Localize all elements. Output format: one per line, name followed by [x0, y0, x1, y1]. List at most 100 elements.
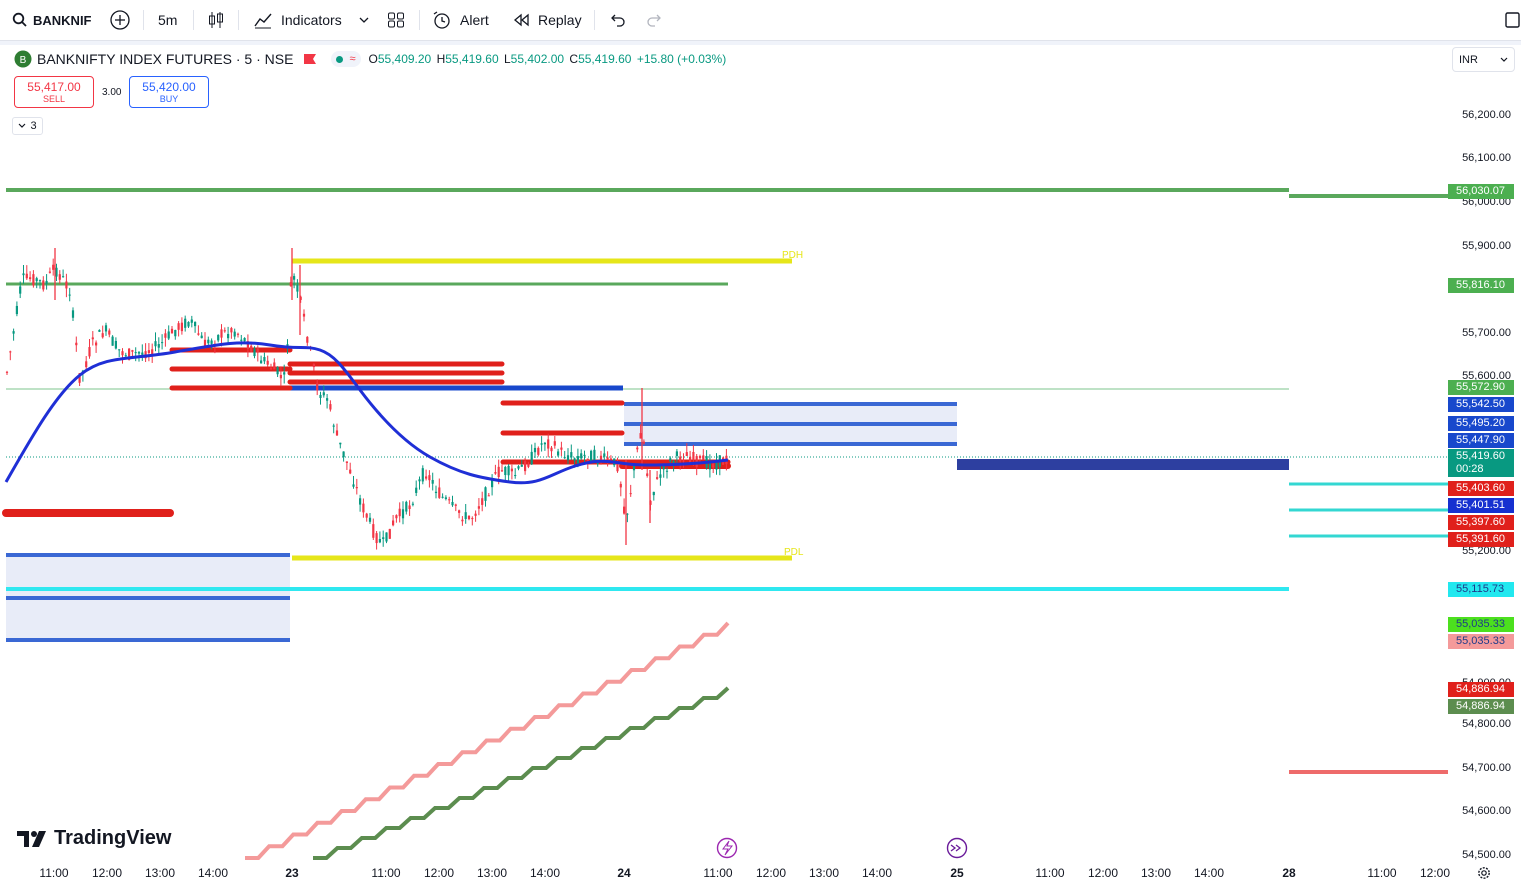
candle-body [200, 335, 203, 339]
candle-body [461, 519, 464, 522]
candle-body [342, 451, 345, 458]
candle-body [507, 465, 510, 476]
candle-body [576, 456, 579, 464]
candle-body [302, 313, 306, 317]
candle-body [362, 503, 365, 513]
brand-name: TradingView [54, 827, 172, 849]
candle-body [128, 348, 131, 360]
candle-body [530, 451, 533, 465]
interval-label: 5m [158, 12, 178, 28]
candle-body [32, 274, 35, 286]
price-tick-label: 55,900.00 [1462, 240, 1511, 252]
candle-body [58, 274, 61, 280]
alert-button[interactable]: Alert [432, 0, 489, 40]
candle-body [190, 319, 193, 323]
candle-body [194, 321, 197, 327]
candle-body [586, 458, 589, 462]
candle-body [250, 345, 253, 352]
candle-body [583, 454, 586, 456]
candle-body [177, 323, 180, 330]
flag-icon[interactable] [303, 52, 317, 66]
candle-body [533, 447, 537, 453]
candle-body [685, 452, 688, 456]
chart-settings-button[interactable] [1477, 866, 1491, 885]
candle-body [42, 280, 45, 290]
indicators-collapse-button[interactable]: 3 [12, 117, 43, 135]
delay-icon: ≈ [349, 53, 356, 65]
time-tick-label: 11:00 [1367, 866, 1397, 880]
candle-body [167, 331, 170, 339]
fullscreen-button[interactable] [1505, 0, 1521, 40]
buy-button[interactable]: 55,420.00 BUY [129, 76, 209, 108]
price-tick-label: 56,100.00 [1462, 152, 1511, 164]
candle-body [527, 463, 530, 467]
candle-body [299, 296, 302, 300]
alert-label: Alert [460, 12, 489, 28]
candle-body [220, 329, 223, 338]
time-tick-label: 13:00 [476, 866, 508, 880]
candle-body [692, 451, 695, 461]
candle-body [662, 464, 665, 470]
candle-body [474, 513, 477, 516]
pdh-label: PDH [782, 250, 803, 261]
candle-body [210, 340, 213, 344]
interval-button[interactable]: 5m [158, 0, 177, 40]
compare-symbol-button[interactable] [109, 0, 131, 40]
candle-body [25, 273, 28, 279]
time-tick-label: 14:00 [529, 866, 561, 880]
flash-event-icon[interactable] [716, 837, 738, 859]
candle-body [619, 483, 622, 488]
candle-body [540, 443, 543, 445]
candle-body [62, 276, 65, 278]
chart-type-button[interactable] [207, 0, 225, 40]
candle-body [712, 463, 715, 468]
symbol-title[interactable]: BANKNIFTY INDEX FUTURES · 5 · NSE [37, 51, 294, 67]
candle-body [359, 498, 362, 505]
search-icon [12, 12, 27, 27]
candle-body [659, 474, 662, 478]
candle-body [421, 468, 424, 482]
candle-body [616, 461, 619, 472]
candle-body [227, 333, 230, 339]
symbol-search[interactable]: BANKNIF [12, 0, 92, 40]
candle-body [154, 341, 157, 347]
price-level-badge: 56,030.07 [1448, 184, 1514, 199]
time-tick-label: 13:00 [1140, 866, 1172, 880]
price-level-badge: 55,572.90 [1448, 380, 1514, 395]
market-status-pill[interactable]: ≈ [331, 51, 361, 67]
sell-button[interactable]: 55,417.00 SELL [14, 76, 94, 108]
candle-body [372, 524, 375, 538]
forward-event-icon[interactable] [946, 837, 968, 859]
redo-icon [647, 14, 661, 27]
spread-value: 3.00 [102, 87, 122, 98]
replay-button[interactable]: Replay [513, 0, 582, 40]
candle-body [603, 453, 606, 457]
indicators-count: 3 [30, 120, 37, 132]
candle-body [111, 336, 114, 346]
layouts-button[interactable] [387, 0, 405, 40]
price-level-badge: 55,115.73 [1448, 582, 1514, 597]
time-tick-label: 24 [617, 866, 631, 880]
currency-select[interactable]: INR [1452, 47, 1515, 72]
price-tick-label: 55,600.00 [1462, 370, 1511, 382]
tradingview-logo[interactable]: TradingView [17, 827, 171, 850]
candle-body [606, 457, 609, 462]
candle-body [335, 430, 339, 436]
time-tick-label: 11:00 [39, 866, 69, 880]
bar-countdown: 00:28 [1456, 463, 1484, 475]
redo-button[interactable] [646, 0, 664, 40]
indicators-dropdown[interactable] [358, 0, 370, 40]
candle-body [665, 470, 669, 472]
candle-body [269, 368, 273, 370]
candle-body [203, 339, 207, 349]
indicators-button[interactable]: Indicators [253, 0, 342, 40]
chart-frame [0, 41, 1521, 892]
candle-body [491, 480, 494, 488]
candle-body [246, 341, 249, 349]
candle-body [322, 392, 325, 396]
price-level-badge: 55,542.50 [1448, 397, 1514, 412]
candle-body [467, 515, 471, 520]
candle-body [141, 352, 144, 355]
undo-button[interactable] [608, 0, 626, 40]
